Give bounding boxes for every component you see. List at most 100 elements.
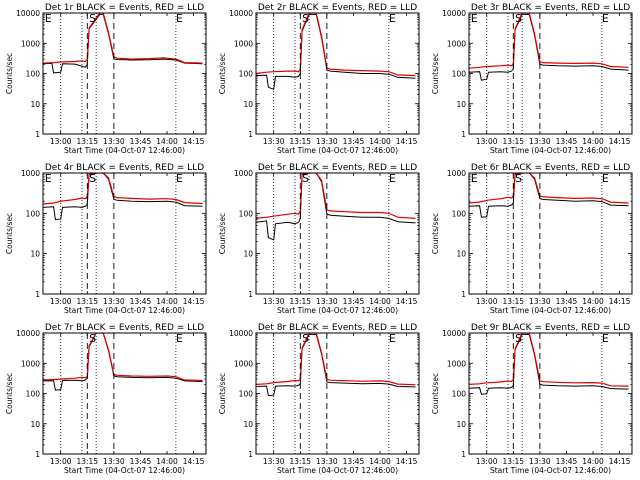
x-tick-label: 14:00 [369, 457, 391, 466]
lld-series-line [256, 13, 416, 77]
y-tick-label: 10000 [229, 9, 253, 18]
y-tick-label: 1 [461, 290, 466, 299]
y-tick-label: 1 [248, 130, 253, 139]
events-series-line [43, 333, 203, 391]
series-group [256, 13, 416, 90]
x-tick-label: 13:30 [529, 457, 551, 466]
marker-label: E [176, 332, 183, 345]
x-axis-label: Start Time (04-Oct-07 12:46:00) [490, 146, 611, 155]
marker-label: E [602, 12, 609, 25]
y-tick-label: 100 [26, 70, 41, 79]
x-tick-label: 13:30 [103, 457, 125, 466]
detector-panel-3: Det 3r BLACK = Events, RED = LLD Counts/s… [431, 3, 633, 155]
x-tick-label: 13:00 [50, 297, 72, 306]
marker-label: S [515, 332, 522, 345]
y-tick-label: 1 [35, 130, 40, 139]
y-tick-label: 10 [30, 100, 40, 109]
x-axis-label: Start Time (04-Oct-07 12:46:00) [490, 306, 611, 315]
y-tick-label: 1 [248, 290, 253, 299]
plot-frame [255, 172, 420, 295]
x-tick-label: 13:45 [343, 457, 365, 466]
x-tick-label: 13:30 [529, 137, 551, 146]
x-tick-label: 13:45 [556, 457, 578, 466]
x-tick-label: 13:00 [476, 297, 498, 306]
y-tick-label: 10000 [442, 9, 466, 18]
lld-series-line [43, 173, 203, 205]
y-tick-label: 100 [26, 209, 41, 218]
y-tick-label: 10 [456, 100, 466, 109]
x-tick-label: 13:15 [289, 297, 311, 306]
y-tick-label: 10 [243, 100, 253, 109]
marker-label: E [602, 332, 609, 345]
x-tick-label: 14:15 [183, 297, 205, 306]
detector-panel-1: Det 1r BLACK = Events, RED = LLD Counts/s… [5, 3, 207, 155]
x-tick-label: 14:00 [582, 137, 604, 146]
y-axis-label: Counts/sec [431, 373, 440, 414]
detector-panel-8: Det 8r BLACK = Events, RED = LLD Counts/s… [218, 323, 420, 475]
chart-title: Det 6r BLACK = Events, RED = LLD [471, 163, 630, 173]
y-tick-label: 100 [452, 209, 467, 218]
events-series-line [256, 173, 416, 241]
marker-label: E [389, 172, 396, 185]
events-series-line [43, 13, 203, 74]
events-series-line [469, 173, 629, 218]
y-tick-label: 10 [30, 420, 40, 429]
x-tick-label: 13:00 [50, 457, 72, 466]
series-group [469, 333, 629, 395]
x-tick-label: 13:30 [316, 457, 338, 466]
x-axis-label: Start Time (04-Oct-07 12:46:00) [64, 466, 185, 475]
plot-frame [42, 332, 207, 455]
x-tick-label: 13:00 [476, 457, 498, 466]
x-tick-label: 13:45 [130, 457, 152, 466]
x-tick-label: 13:15 [289, 137, 311, 146]
x-tick-label: 13:30 [103, 297, 125, 306]
x-tick-label: 14:15 [609, 457, 631, 466]
series-group [469, 173, 629, 218]
series-group [43, 13, 203, 74]
marker-label: E [471, 172, 478, 185]
lld-series-line [256, 173, 416, 219]
marker-label: E [471, 12, 478, 25]
x-tick-label: 13:15 [76, 457, 98, 466]
plot-frame [42, 172, 207, 295]
chart-title: Det 1r BLACK = Events, RED = LLD [45, 3, 204, 13]
y-tick-label: 10 [243, 420, 253, 429]
y-tick-label: 1 [461, 450, 466, 459]
x-tick-label: 14:15 [396, 297, 418, 306]
x-axis-label: Start Time (04-Oct-07 12:46:00) [277, 306, 398, 315]
plot-frame [255, 332, 420, 455]
y-tick-label: 1000 [447, 359, 466, 368]
x-axis-label: Start Time (04-Oct-07 12:46:00) [490, 466, 611, 475]
plot-frame [468, 332, 633, 455]
lld-series-line [43, 333, 203, 382]
x-axis-label: Start Time (04-Oct-07 12:46:00) [64, 146, 185, 155]
y-axis-label: Counts/sec [5, 373, 14, 414]
detector-panel-5: Det 5r BLACK = Events, RED = LLD Counts/s… [218, 163, 420, 315]
y-tick-label: 1000 [21, 39, 40, 48]
y-tick-label: 10 [243, 250, 253, 259]
x-tick-label: 14:15 [609, 297, 631, 306]
marker-label: E [45, 12, 52, 25]
y-tick-label: 10000 [442, 329, 466, 338]
y-tick-label: 100 [26, 390, 41, 399]
marker-label: E [602, 172, 609, 185]
x-tick-label: 13:00 [476, 137, 498, 146]
lld-series-line [256, 333, 416, 386]
x-tick-label: 14:00 [156, 137, 178, 146]
x-axis-label: Start Time (04-Oct-07 12:46:00) [277, 466, 398, 475]
detector-panel-4: Det 4r BLACK = Events, RED = LLD Counts/s… [5, 163, 207, 315]
lld-series-line [43, 13, 203, 64]
y-tick-label: 1000 [234, 359, 253, 368]
y-tick-label: 100 [452, 70, 467, 79]
x-tick-label: 14:00 [582, 297, 604, 306]
marker-label: E [45, 172, 52, 185]
y-tick-label: 1 [461, 130, 466, 139]
y-tick-label: 100 [239, 70, 254, 79]
y-axis-label: Counts/sec [5, 53, 14, 94]
chart-title: Det 5r BLACK = Events, RED = LLD [258, 163, 417, 173]
marker-label: S [302, 12, 309, 25]
plot-frame [42, 12, 207, 135]
plot-frame [255, 12, 420, 135]
x-tick-label: 13:45 [556, 297, 578, 306]
x-tick-label: 13:15 [76, 137, 98, 146]
